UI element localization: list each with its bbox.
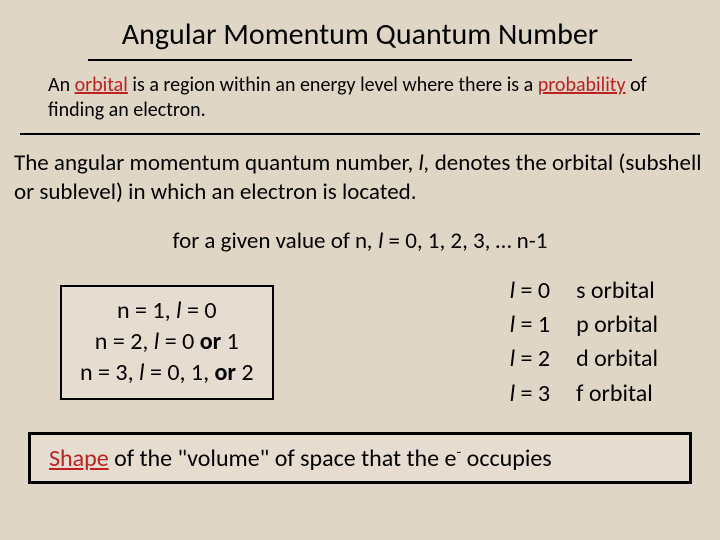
ex-text: 1 [221,327,239,356]
ex-text: = 0 [159,327,199,356]
def-text: An [48,73,75,97]
examples-box: n = 1, l = 0 n = 2, l = 0 or 1 n = 3, l … [60,285,274,401]
table-row: l = 3 f orbital [510,378,658,410]
orbital-name-cell: p orbital [576,309,658,341]
shape-term: Shape [49,444,109,473]
table-row: l = 1 p orbital [510,309,658,341]
example-line: n = 2, l = 0 or 1 [80,326,254,357]
example-line: n = 3, l = 0, 1, or 2 [80,357,254,388]
formula-text: for a given value of n [173,227,368,255]
example-line: n = 1, l = 0 [80,295,254,326]
table-row: l = 0 s orbital [510,275,658,307]
orbital-l-cell: l = 3 [510,378,574,410]
orbital-l-cell: l = 2 [510,343,574,375]
shape-box: Shape of the "volume" of space that the … [28,432,692,484]
table-row: l = 2 d orbital [510,343,658,375]
orbital-name-cell: s orbital [576,275,658,307]
orbital-name-cell: d orbital [576,343,658,375]
def-text: is a region within an energy level where… [128,73,538,97]
para-text: The angular momentum quantum number, [14,149,418,177]
ex-or: or [200,327,221,356]
orbital-l-value: = 2 [515,344,550,373]
ex-text: n = 1, [117,296,176,325]
slide-title: Angular Momentum Quantum Number [88,0,632,61]
shape-text: occupies [461,444,551,473]
main-paragraph: The angular momentum quantum number, l, … [0,135,720,213]
orbital-table: l = 0 s orbital l = 1 p orbital l = 2 d … [508,273,660,413]
content-row: n = 1, l = 0 n = 2, l = 0 or 1 n = 3, l … [0,273,720,413]
symbol-l: , l [367,227,383,255]
orbital-l-value: = 3 [515,379,550,408]
orbital-l-cell: l = 0 [510,275,574,307]
orbital-l-cell: l = 1 [510,309,574,341]
symbol-l: l, [418,149,429,177]
formula-line: for a given value of n, l = 0, 1, 2, 3, … [0,213,720,273]
ex-text: n = 2, [95,327,154,356]
ex-text: = 0 [182,296,217,325]
orbital-name-cell: f orbital [576,378,658,410]
ex-text: n = 3, [80,358,139,387]
definition-paragraph: An orbital is a region within an energy … [20,69,700,135]
ex-text: = 0, 1, [145,358,215,387]
orbital-l-value: = 1 [515,310,550,339]
formula-text: = 0, 1, 2, 3, … n-1 [383,227,547,255]
orbital-l-value: = 0 [515,276,550,305]
shape-text: of the "volume" of space that the e [109,444,457,473]
def-term-probability: probability [538,73,626,97]
def-term-orbital: orbital [75,73,128,97]
ex-or: or [214,358,235,387]
ex-text: 2 [236,358,254,387]
